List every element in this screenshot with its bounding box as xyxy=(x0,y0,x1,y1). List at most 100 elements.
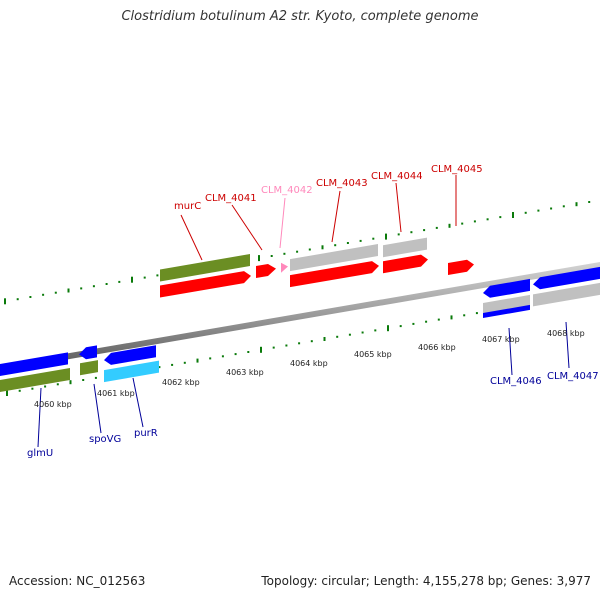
minor-tick xyxy=(463,314,466,317)
cds-CLM_4046[interactable] xyxy=(483,278,530,299)
minor-tick xyxy=(69,380,72,385)
gene-CLM_4044[interactable] xyxy=(383,237,427,258)
minor-tick xyxy=(461,222,464,225)
kbp-label: 4065 kbp xyxy=(354,350,392,359)
minor-tick xyxy=(435,226,438,229)
minor-tick xyxy=(323,337,326,341)
kbp-label: 4060 kbp xyxy=(34,400,72,409)
minor-tick xyxy=(334,244,337,247)
label-CLM_4042: CLM_4042 xyxy=(261,185,313,196)
minor-tick xyxy=(575,202,578,207)
minor-tick xyxy=(183,361,186,364)
cds-glmU[interactable] xyxy=(0,352,68,376)
major-tick xyxy=(4,298,6,305)
minor-tick xyxy=(221,355,224,358)
label-CLM_4047: CLM_4047 xyxy=(547,371,599,382)
minor-tick xyxy=(336,335,339,338)
cds-CLM_4045[interactable] xyxy=(448,259,474,276)
minor-tick xyxy=(105,283,108,285)
kbp-label: 4068 kbp xyxy=(547,329,585,338)
minor-tick xyxy=(475,312,478,315)
minor-tick xyxy=(437,318,440,321)
cds-purR[interactable] xyxy=(104,345,156,366)
label-CLM_4044: CLM_4044 xyxy=(371,171,423,182)
label-leaders xyxy=(37,175,570,448)
minor-tick xyxy=(285,344,288,347)
gene-CLM_4046[interactable] xyxy=(483,294,530,316)
label-purR: purR xyxy=(134,428,158,439)
minor-tick xyxy=(448,223,451,228)
cds-CLM_4046-strip[interactable] xyxy=(483,304,530,319)
minor-tick xyxy=(374,329,377,332)
minor-tick xyxy=(143,276,146,279)
label-glmU: glmU xyxy=(27,448,53,459)
minor-tick xyxy=(156,274,159,277)
minor-tick xyxy=(450,315,453,320)
label-murC: murC xyxy=(174,201,201,212)
minor-tick xyxy=(372,237,375,240)
kbp-label: 4063 kbp xyxy=(226,368,264,377)
minor-tick xyxy=(588,201,591,203)
minor-tick xyxy=(270,255,273,257)
kbp-label: 4064 kbp xyxy=(290,359,328,368)
minor-tick xyxy=(310,340,313,343)
major-tick xyxy=(6,390,8,396)
gene-murC[interactable] xyxy=(160,254,250,282)
label-CLM_4046: CLM_4046 xyxy=(490,376,542,387)
minor-tick xyxy=(283,252,286,255)
minor-tick xyxy=(234,353,237,356)
minor-tick xyxy=(412,322,415,325)
kbp-label: 4066 kbp xyxy=(418,343,456,352)
minor-tick xyxy=(209,357,212,360)
minor-tick xyxy=(473,220,476,223)
map-title: Clostridium botulinum A2 str. Kyoto, com… xyxy=(121,9,479,24)
cds-CLM_4047[interactable] xyxy=(533,266,600,291)
cds-spoVG[interactable] xyxy=(79,345,97,360)
minor-tick xyxy=(31,387,34,390)
minor-tick xyxy=(486,218,489,221)
minor-tick xyxy=(425,320,428,323)
label-CLM_4041: CLM_4041 xyxy=(205,193,257,204)
gene-spoVG[interactable] xyxy=(80,360,98,376)
minor-tick xyxy=(80,287,83,290)
gene-CLM_4047[interactable] xyxy=(533,282,600,307)
minor-tick xyxy=(399,325,402,328)
accession-text: Accession: NC_012563 xyxy=(9,574,146,588)
major-tick xyxy=(260,346,262,353)
minor-tick xyxy=(361,331,364,334)
minor-tick xyxy=(296,250,299,253)
cds-CLM_4041[interactable] xyxy=(256,263,276,279)
label-spoVG: spoVG xyxy=(89,434,121,445)
minor-tick xyxy=(171,363,174,366)
minor-tick xyxy=(82,379,85,381)
minor-tick xyxy=(29,296,32,298)
label-CLM_4043: CLM_4043 xyxy=(316,178,368,189)
label-CLM_4045: CLM_4045 xyxy=(431,164,483,175)
minor-tick xyxy=(196,358,199,363)
minor-tick xyxy=(42,293,45,296)
cds-murC[interactable] xyxy=(160,270,251,298)
minor-tick xyxy=(56,383,59,386)
minor-tick xyxy=(359,239,362,242)
major-tick xyxy=(131,276,133,283)
minor-tick xyxy=(550,207,553,210)
cds-CLM_4042-pseudo[interactable] xyxy=(281,262,288,273)
gene-purR[interactable] xyxy=(104,360,159,383)
gene-glmU[interactable] xyxy=(0,367,70,392)
minor-tick xyxy=(272,346,275,349)
minor-tick xyxy=(537,209,540,212)
gene-CLM_4043[interactable] xyxy=(290,244,378,272)
major-tick xyxy=(512,212,514,218)
kbp-label: 4061 kbp xyxy=(97,389,135,398)
major-tick xyxy=(387,325,389,332)
cds-CLM_4043[interactable] xyxy=(290,260,379,288)
minor-tick xyxy=(44,385,47,388)
minor-tick xyxy=(348,333,351,336)
minor-tick xyxy=(118,280,121,283)
minor-tick xyxy=(158,366,161,369)
minor-tick xyxy=(524,211,527,214)
minor-tick xyxy=(16,298,19,301)
cds-CLM_4044[interactable] xyxy=(383,253,428,274)
major-tick xyxy=(258,255,260,262)
